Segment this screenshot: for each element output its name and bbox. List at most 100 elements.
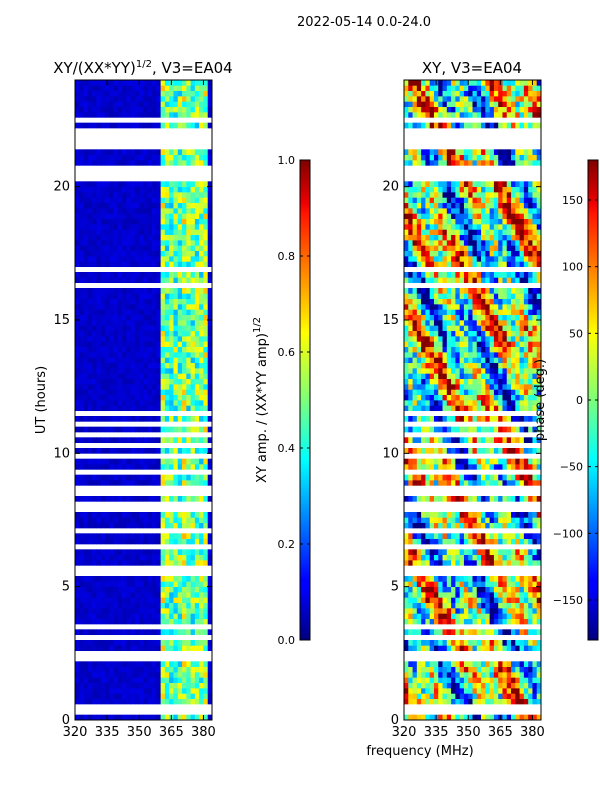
- phase-cell: [408, 549, 413, 556]
- phase-cell: [442, 522, 448, 529]
- amplitude-cell: [190, 154, 196, 161]
- phase-cell: [502, 522, 508, 529]
- amplitude-cell: [83, 304, 89, 310]
- amplitude-cell: [194, 586, 200, 593]
- amplitude-cell: [87, 592, 93, 598]
- amplitude-cell: [79, 576, 84, 582]
- amplitude-cell: [87, 581, 93, 588]
- amplitude-cell: [117, 677, 123, 684]
- phase-cell: [502, 517, 508, 524]
- amplitude-cell: [164, 688, 170, 694]
- amplitude-cell: [147, 314, 153, 321]
- amplitude-cell: [173, 672, 179, 678]
- amplitude-cell: [194, 101, 200, 108]
- amplitude-cell: [194, 672, 200, 678]
- amplitude-cell: [147, 288, 153, 294]
- phase-cell: [502, 698, 508, 705]
- phase-cell: [421, 341, 426, 348]
- amplitude-cell: [104, 464, 110, 470]
- amplitude-cell: [169, 90, 174, 97]
- amplitude-cell: [173, 602, 179, 609]
- phase-cell: [498, 629, 503, 636]
- amplitude-cell: [203, 448, 209, 454]
- phase-cell: [536, 357, 542, 364]
- phase-cell: [506, 608, 512, 614]
- phase-cell: [433, 677, 439, 684]
- phase-cell: [446, 298, 452, 305]
- phase-cell: [498, 480, 503, 486]
- phase-cell: [433, 373, 439, 380]
- amplitude-cell: [194, 517, 200, 524]
- phase-cell: [468, 496, 473, 502]
- amplitude-cell: [164, 394, 170, 401]
- amplitude-cell: [117, 309, 123, 316]
- phase-cell: [536, 618, 542, 625]
- amplitude-cell: [207, 181, 213, 188]
- phase-cell: [442, 426, 448, 433]
- amplitude-cell: [199, 533, 204, 540]
- phase-cell: [408, 560, 413, 566]
- amplitude-cell: [190, 160, 196, 166]
- phase-cell: [404, 618, 409, 625]
- phase-cell: [412, 448, 418, 454]
- phase-cell: [511, 261, 516, 268]
- amplitude-cell: [203, 666, 209, 673]
- phase-cell: [476, 394, 482, 401]
- amplitude-cell: [75, 218, 80, 225]
- amplitude-cell: [92, 549, 97, 556]
- amplitude-cell: [96, 373, 102, 380]
- amplitude-cell: [173, 314, 179, 321]
- amplitude-cell: [104, 261, 110, 268]
- amplitude-cell: [87, 277, 93, 284]
- amplitude-cell: [207, 208, 213, 214]
- amplitude-cell: [143, 480, 149, 486]
- amplitude-cell: [104, 437, 110, 444]
- phase-cell: [493, 688, 499, 694]
- phase-cell: [476, 586, 482, 593]
- phase-cell: [404, 714, 409, 721]
- phase-cell: [498, 330, 503, 337]
- amplitude-cell: [100, 405, 106, 412]
- phase-cell: [408, 277, 413, 284]
- amplitude-cell: [79, 629, 84, 636]
- amplitude-cell: [96, 352, 102, 358]
- phase-cell: [536, 288, 542, 294]
- phase-cell: [498, 618, 503, 625]
- amplitude-cell: [117, 602, 123, 609]
- amplitude-cell: [182, 464, 187, 470]
- phase-cell: [412, 389, 418, 396]
- amplitude-cell: [164, 192, 170, 198]
- amplitude-cell: [203, 309, 209, 316]
- phase-cell: [438, 405, 443, 412]
- phase-cell: [412, 293, 418, 300]
- amplitude-cell: [199, 480, 204, 486]
- amplitude-cell: [100, 96, 106, 102]
- amplitude-cell: [83, 496, 89, 502]
- amplitude-cell: [186, 106, 191, 113]
- phase-cell: [404, 320, 409, 326]
- amplitude-cell: [134, 618, 140, 625]
- amplitude-cell: [92, 325, 97, 332]
- phase-cell: [468, 320, 473, 326]
- amplitude-cell: [177, 672, 183, 678]
- amplitude-cell: [186, 224, 191, 230]
- amplitude-cell: [194, 464, 200, 470]
- phase-cell: [481, 309, 486, 316]
- amplitude-cell: [147, 368, 153, 374]
- amplitude-cell: [122, 197, 127, 204]
- phase-cell: [498, 320, 503, 326]
- amplitude-cell: [109, 448, 114, 454]
- amplitude-cell: [177, 256, 183, 262]
- phase-cell: [429, 256, 435, 262]
- phase-cell: [455, 693, 461, 700]
- amplitude-cell: [199, 586, 204, 593]
- phase-cell: [523, 560, 529, 566]
- amplitude-cell: [156, 202, 161, 209]
- phase-cell: [511, 714, 516, 721]
- amplitude-cell: [190, 426, 196, 433]
- amplitude-cell: [207, 437, 213, 444]
- amplitude-cell: [113, 96, 119, 102]
- phase-cell: [528, 277, 533, 284]
- amplitude-cell: [134, 464, 140, 470]
- phase-cell: [433, 672, 439, 678]
